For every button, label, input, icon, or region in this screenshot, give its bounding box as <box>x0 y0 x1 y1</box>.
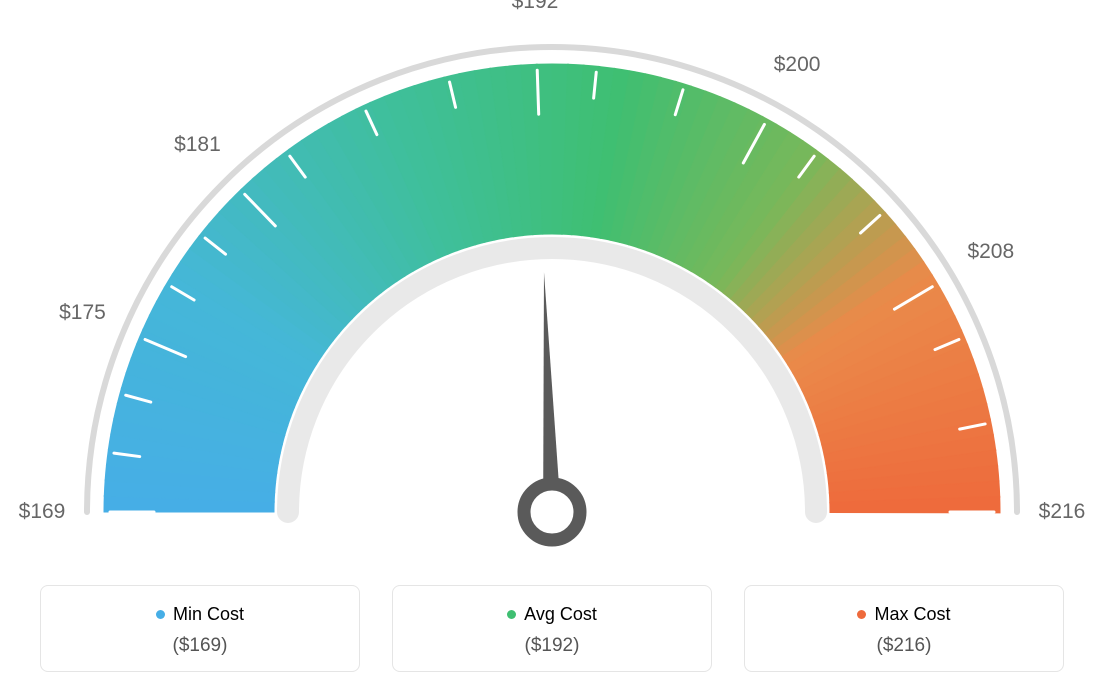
legend-label-max: Max Cost <box>874 604 950 625</box>
legend-row: Min Cost ($169) Avg Cost ($192) Max Cost… <box>40 585 1064 672</box>
legend-title-max: Max Cost <box>857 604 950 625</box>
legend-label-avg: Avg Cost <box>524 604 597 625</box>
gauge-tick-label: $216 <box>1039 500 1086 524</box>
gauge-area: $169 $175 $181 $192 $200 $208 $216 <box>0 0 1104 560</box>
gauge-tick-label: $192 <box>512 0 559 14</box>
legend-value-max: ($216) <box>755 635 1053 657</box>
legend-title-min: Min Cost <box>156 604 244 625</box>
legend-card-min: Min Cost ($169) <box>40 585 360 672</box>
legend-card-max: Max Cost ($216) <box>744 585 1064 672</box>
gauge-chart-container: $169 $175 $181 $192 $200 $208 $216 Min Cost ($… <box>0 0 1104 690</box>
legend-label-min: Min Cost <box>173 604 244 625</box>
gauge-tick-label: $200 <box>774 53 821 77</box>
legend-dot-avg <box>507 610 516 619</box>
gauge-svg <box>0 0 1104 560</box>
gauge-tick-label: $208 <box>967 240 1014 264</box>
gauge-tick-label: $175 <box>59 301 106 325</box>
gauge-tick-label: $181 <box>174 133 221 157</box>
legend-dot-max <box>857 610 866 619</box>
legend-dot-min <box>156 610 165 619</box>
legend-value-min: ($169) <box>51 635 349 657</box>
legend-title-avg: Avg Cost <box>507 604 597 625</box>
legend-value-avg: ($192) <box>403 635 701 657</box>
legend-card-avg: Avg Cost ($192) <box>392 585 712 672</box>
gauge-tick-label: $169 <box>19 500 66 524</box>
